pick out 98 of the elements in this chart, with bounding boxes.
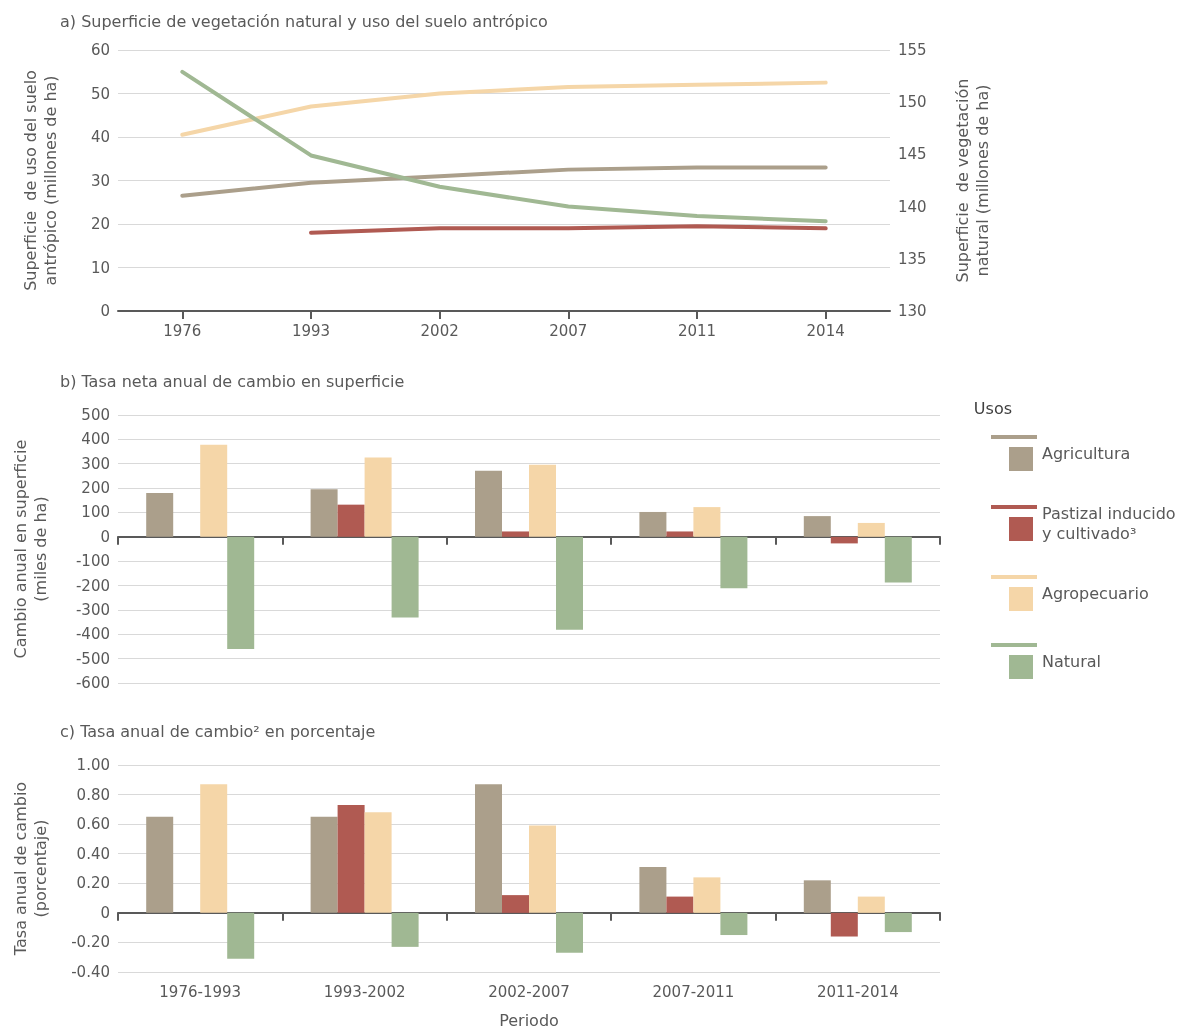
y-tick-label: 0 bbox=[100, 302, 110, 320]
y2-tick-label: 130 bbox=[898, 302, 927, 320]
bar bbox=[337, 504, 365, 537]
x-tick-label: 2007 bbox=[549, 321, 588, 340]
y-tick-label: 10 bbox=[90, 258, 110, 277]
bar bbox=[803, 880, 831, 913]
y-axis-title: Tasa anual de cambio (porcentaje) bbox=[10, 781, 50, 957]
bar bbox=[227, 536, 255, 649]
y2-tick-label: 145 bbox=[898, 145, 927, 164]
legend-label: Agropecuario bbox=[1042, 583, 1149, 603]
y-tick-label: -200 bbox=[75, 576, 110, 595]
y-tick-label: 0.40 bbox=[76, 844, 110, 863]
y-tick-label: -100 bbox=[75, 552, 110, 571]
y-tick-label: 100 bbox=[81, 503, 110, 522]
bar bbox=[364, 812, 392, 913]
y-tick-label: 300 bbox=[81, 454, 110, 473]
bar bbox=[556, 536, 583, 630]
y-tick-label: 60 bbox=[90, 41, 110, 59]
bar bbox=[693, 507, 721, 537]
y-tick-label: -0.40 bbox=[71, 963, 110, 981]
y-tick-label: 0 bbox=[100, 903, 110, 922]
y-tick-label: -500 bbox=[75, 649, 110, 668]
bar bbox=[720, 536, 748, 589]
y-tick-label: 400 bbox=[81, 430, 110, 449]
x-tick-label: 2002 bbox=[420, 321, 459, 340]
y-tick-label: 1.00 bbox=[76, 756, 110, 774]
legend-label: Agricultura bbox=[1042, 443, 1131, 463]
chart-title: c) Tasa anual de cambio² en porcentaje bbox=[60, 721, 376, 741]
bar bbox=[310, 816, 338, 913]
legend-label: Natural bbox=[1042, 651, 1102, 671]
x-tick-label: 1993 bbox=[291, 321, 331, 340]
bar bbox=[475, 784, 502, 913]
bar bbox=[639, 867, 667, 913]
bar bbox=[502, 531, 529, 537]
bar bbox=[391, 536, 419, 618]
bar bbox=[720, 912, 748, 936]
y-tick-label: 50 bbox=[90, 84, 110, 103]
y2-tick-label: 150 bbox=[898, 93, 927, 112]
y2-tick-label: 155 bbox=[898, 41, 927, 59]
bar bbox=[639, 511, 667, 537]
legend-label: Pastizal inducido y cultivado³ bbox=[1042, 503, 1181, 543]
bar bbox=[364, 457, 392, 537]
x-tick-label: 2014 bbox=[806, 321, 845, 340]
y2-tick-label: 135 bbox=[898, 249, 927, 268]
y-tick-label: -600 bbox=[75, 674, 110, 692]
bar bbox=[529, 825, 556, 913]
bar bbox=[146, 816, 174, 913]
y2-tick-label: 140 bbox=[898, 197, 927, 216]
bar bbox=[857, 896, 885, 913]
x-tick-label: 2002-2007 bbox=[488, 982, 570, 1001]
bar bbox=[884, 536, 912, 583]
bar bbox=[502, 895, 529, 913]
x-tick-label: 2007-2011 bbox=[652, 982, 735, 1001]
chart-title: b) Tasa neta anual de cambio en superficie bbox=[60, 371, 405, 391]
bar bbox=[884, 912, 912, 933]
bar bbox=[666, 531, 694, 537]
line-series bbox=[180, 69, 828, 224]
x-tick-label: 2011 bbox=[677, 321, 717, 340]
line-series bbox=[180, 165, 828, 198]
y-tick-label: 200 bbox=[81, 479, 110, 498]
x-tick-label: 1976-1993 bbox=[159, 982, 242, 1001]
bar bbox=[227, 912, 255, 959]
bar bbox=[391, 912, 419, 947]
bar bbox=[830, 912, 858, 937]
y-tick-label: -0.20 bbox=[71, 933, 110, 952]
bar bbox=[529, 464, 556, 537]
bar bbox=[693, 877, 721, 913]
y-axis-title: Cambio anual en superficie (miles de ha) bbox=[10, 439, 50, 659]
y-tick-label: 500 bbox=[81, 406, 110, 424]
bar bbox=[310, 489, 338, 537]
y-tick-label: -300 bbox=[75, 600, 110, 619]
x-tick-label: 2011-2014 bbox=[816, 982, 899, 1001]
bar bbox=[830, 536, 858, 544]
y-tick-label: 0.80 bbox=[76, 785, 110, 804]
x-tick-label: 1976 bbox=[163, 321, 202, 340]
y-tick-label: 0 bbox=[100, 527, 110, 546]
chart-title: a) Superficie de vegetación natural y uso del suelo antrópico bbox=[60, 11, 548, 31]
bar bbox=[146, 492, 174, 537]
y-tick-label: -400 bbox=[75, 625, 110, 644]
bar bbox=[475, 470, 502, 537]
y-tick-label: 0.20 bbox=[76, 874, 110, 893]
x-axis-title: Periodo bbox=[499, 1010, 559, 1030]
bar bbox=[556, 912, 583, 953]
bar bbox=[857, 522, 885, 537]
bar bbox=[803, 516, 831, 537]
y2-axis-title: Superficie de vegetación natural (millones de ha) bbox=[952, 78, 992, 283]
y-tick-label: 20 bbox=[90, 215, 110, 233]
line-series bbox=[180, 80, 828, 137]
x-tick-label: 1993-2002 bbox=[323, 982, 406, 1001]
y-axis-title: Superficie de uso del suelo antrópico (millones de ha) bbox=[20, 70, 60, 291]
bar bbox=[337, 804, 365, 913]
bar bbox=[200, 784, 228, 913]
y-tick-label: 30 bbox=[90, 171, 110, 190]
y-tick-label: 0.60 bbox=[76, 815, 110, 834]
bar bbox=[666, 896, 694, 913]
legend-title: Usos bbox=[973, 398, 1012, 418]
y-tick-label: 40 bbox=[90, 128, 110, 146]
bar bbox=[200, 444, 228, 537]
